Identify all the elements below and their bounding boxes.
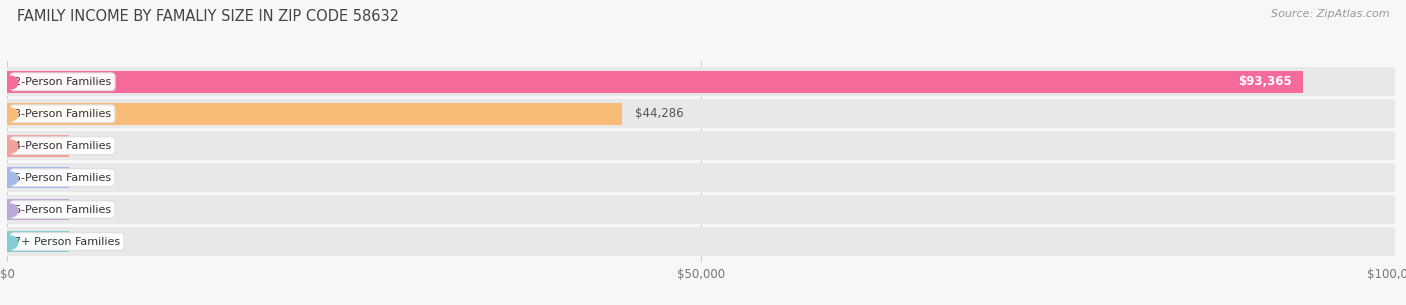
Text: $44,286: $44,286 (636, 107, 685, 120)
Bar (7, 103, 621, 124)
Text: 3-Person Families: 3-Person Families (14, 109, 111, 119)
Text: 7+ Person Families: 7+ Person Families (14, 237, 120, 246)
Text: 4-Person Families: 4-Person Families (14, 141, 111, 151)
Bar (7, 227, 1395, 256)
Bar (7, 131, 1395, 160)
Bar (7, 167, 69, 188)
Bar (7, 71, 1303, 93)
Text: $0: $0 (83, 139, 98, 152)
Text: 2-Person Families: 2-Person Families (14, 77, 111, 87)
Text: $0: $0 (83, 203, 98, 216)
Text: FAMILY INCOME BY FAMALIY SIZE IN ZIP CODE 58632: FAMILY INCOME BY FAMALIY SIZE IN ZIP COD… (17, 9, 399, 24)
Bar (7, 163, 1395, 192)
Text: 5-Person Families: 5-Person Families (14, 173, 111, 183)
Bar (7, 195, 1395, 224)
Bar (7, 67, 1395, 96)
Text: 6-Person Families: 6-Person Families (14, 205, 111, 215)
Bar (7, 231, 69, 253)
Text: $0: $0 (83, 171, 98, 184)
Bar (7, 99, 1395, 128)
Text: $0: $0 (83, 235, 98, 248)
Bar (7, 135, 69, 156)
Text: $93,365: $93,365 (1237, 75, 1292, 88)
Bar (7, 199, 69, 221)
Text: Source: ZipAtlas.com: Source: ZipAtlas.com (1271, 9, 1389, 19)
